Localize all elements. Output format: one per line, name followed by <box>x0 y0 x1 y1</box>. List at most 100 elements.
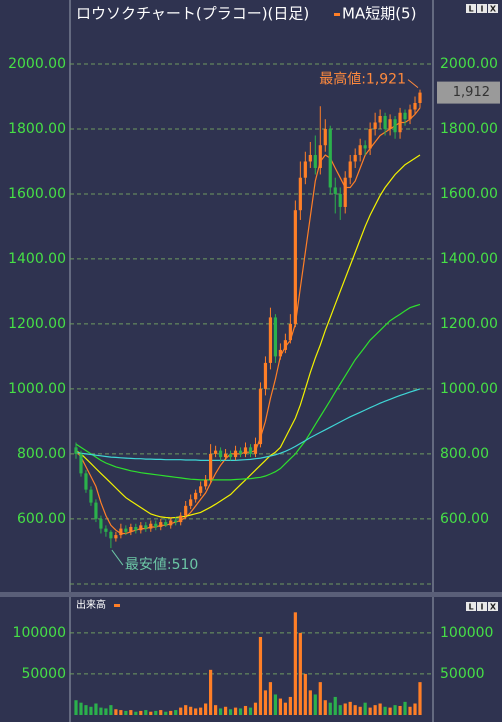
annotation: 最安値:510 <box>125 557 198 573</box>
volume-bar <box>179 707 183 715</box>
volume-bar <box>233 707 238 715</box>
candle-body <box>119 528 123 536</box>
volume-bar <box>209 669 213 715</box>
volume-bar <box>109 705 113 715</box>
candle-body <box>179 515 183 523</box>
volume-bar <box>413 703 417 715</box>
candle-body <box>348 161 352 178</box>
y-tick-label: 2000.00 <box>8 56 66 72</box>
toolbar-button[interactable] <box>477 602 487 611</box>
candle-body <box>139 525 143 531</box>
y2-tick-label: 1000.00 <box>440 381 498 397</box>
toolbar-button-label[interactable]: I <box>481 5 484 14</box>
volume-bar <box>169 710 173 715</box>
candle-body <box>149 523 153 529</box>
candle-body <box>383 115 387 129</box>
legend-label: MA短期(5) <box>342 5 416 23</box>
candle-body <box>228 453 233 458</box>
candle-body <box>253 444 258 454</box>
volume-bar <box>378 703 382 715</box>
volume-bar <box>298 632 302 715</box>
toolbar-button[interactable] <box>488 602 498 611</box>
candle-body <box>388 119 392 129</box>
volume-bar <box>328 702 332 715</box>
candle-body <box>154 523 158 527</box>
candle-body <box>343 177 347 207</box>
volume-bar <box>358 706 362 715</box>
candle-body <box>238 450 243 454</box>
legend-swatch <box>334 13 340 16</box>
candle-body <box>378 115 382 123</box>
candle-body <box>303 161 307 178</box>
candle-body <box>298 177 302 211</box>
volume-bar <box>89 706 93 715</box>
chart-title: ロウソクチャート(プラコー)(日足) <box>76 5 309 23</box>
candle-body <box>174 520 178 523</box>
volume-bar <box>418 682 422 715</box>
volume-bar <box>79 702 83 715</box>
toolbar-button-label[interactable]: X <box>490 603 497 612</box>
candle-body <box>114 535 118 539</box>
toolbar-button[interactable] <box>477 4 487 13</box>
candle-body <box>308 154 312 162</box>
volume-bar <box>218 708 223 715</box>
y2-tick-label: 1800.00 <box>440 121 498 137</box>
candle-body <box>84 473 88 490</box>
y-tick-label: 1400.00 <box>8 251 66 267</box>
volume-bar <box>104 708 108 715</box>
volume-bar <box>124 710 128 715</box>
volume-bar <box>288 696 292 715</box>
y2-tick-label: 100000 <box>440 625 493 641</box>
annotation-leader <box>111 549 124 566</box>
volume-bar <box>134 711 138 715</box>
volume-panel: 50000 50000 100000 100000 L I X <box>13 602 498 715</box>
volume-bar <box>303 673 307 715</box>
volume-bar <box>318 682 322 715</box>
panel-separator <box>0 592 502 597</box>
volume-bar <box>149 711 153 715</box>
price-tag-label: 1,912 <box>453 85 490 100</box>
volume-bar <box>204 703 208 715</box>
candle-body <box>418 92 422 103</box>
y-tick-label: 600.00 <box>17 511 66 527</box>
toolbar-button-label[interactable]: L <box>468 603 473 612</box>
y-tick-label: 1200.00 <box>8 316 66 332</box>
y-tick-label: 50000 <box>21 666 66 682</box>
volume-bar <box>189 706 193 715</box>
y2-tick-label: 2000.00 <box>440 56 498 72</box>
candle-body <box>199 486 203 493</box>
candle-body <box>338 193 342 207</box>
volume-bar <box>144 710 148 715</box>
toolbar-button[interactable] <box>488 4 498 13</box>
volume-bar <box>368 707 372 715</box>
volume-bar <box>398 705 402 715</box>
volume-bar <box>159 710 163 715</box>
volume-bar <box>154 710 158 715</box>
candle-body <box>408 109 412 120</box>
price-panel: 600.00 600.00 800.00 800.00 1000.00 1000.00 12… <box>8 4 500 573</box>
toolbar-button-label[interactable]: X <box>490 5 497 14</box>
candle-body <box>273 317 278 357</box>
toolbar-button[interactable] <box>466 4 476 13</box>
volume-bar <box>199 707 203 715</box>
candle-body <box>328 128 332 188</box>
toolbar-button-label[interactable]: L <box>468 5 473 14</box>
toolbar-button-label[interactable]: I <box>481 603 484 612</box>
candle-body <box>184 505 188 516</box>
candle-body <box>313 154 317 168</box>
candle-body <box>263 362 268 389</box>
candle-body <box>209 453 213 480</box>
volume-bar <box>228 709 233 715</box>
candle-body <box>358 145 362 155</box>
candle-body <box>218 450 223 458</box>
candle-body <box>233 450 238 458</box>
candle-body <box>204 479 208 487</box>
toolbar-button[interactable] <box>466 602 476 611</box>
candle-body <box>194 492 198 500</box>
volume-bar <box>84 705 88 715</box>
candle-body <box>288 323 292 341</box>
y-tick-label: 1800.00 <box>8 121 66 137</box>
candle-body <box>368 128 372 149</box>
volume-bar <box>213 705 218 715</box>
